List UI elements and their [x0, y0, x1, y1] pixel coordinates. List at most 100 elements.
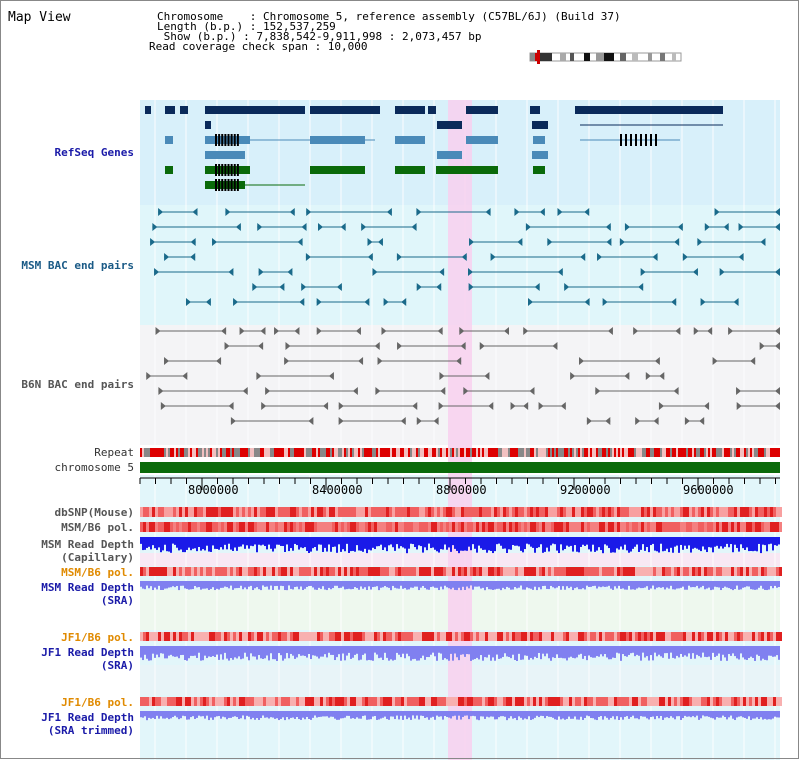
msm-capillary-depth-bar — [240, 537, 242, 547]
polymorphism-cell — [404, 522, 407, 532]
b6n-bac-pair-end — [463, 387, 469, 395]
msm-capillary-depth-bar — [392, 537, 394, 548]
polymorphism-cell — [170, 507, 173, 517]
jf1-trim-depth-bar — [616, 711, 618, 717]
polymorphism-cell — [653, 567, 656, 576]
jf1-trim-depth-bar — [428, 711, 430, 720]
polymorphism-cell — [287, 522, 290, 532]
gene-exon — [437, 151, 462, 159]
msm-sra-depth-bar — [578, 581, 580, 590]
polymorphism-cell — [683, 522, 686, 532]
msm-capillary-depth-bar — [464, 537, 466, 551]
polymorphism-cell — [560, 632, 563, 641]
gene-exon — [533, 136, 545, 144]
polymorphism-cell — [584, 522, 587, 532]
polymorphism-cell — [323, 632, 326, 641]
polymorphism-cell — [350, 632, 353, 641]
polymorphism-cell — [203, 697, 206, 706]
msm-bac-pair-end — [557, 208, 563, 216]
repeat-mark — [200, 448, 202, 457]
msm-bac-pair-end — [606, 238, 612, 246]
msm-bac-pair-end — [258, 268, 264, 276]
msm-sra-depth-bar — [256, 581, 258, 588]
msm-capillary-depth-bar — [170, 537, 172, 553]
repeat-mark — [286, 448, 288, 457]
polymorphism-cell — [284, 507, 287, 517]
jf1-trim-depth-bar — [638, 711, 640, 720]
polymorphism-cell — [581, 507, 584, 517]
polymorphism-cell — [719, 567, 722, 576]
polymorphism-cell — [143, 697, 146, 706]
b6n-bac-pair-end — [228, 402, 234, 410]
jf1-trim-depth-bar — [438, 711, 440, 717]
polymorphism-cell — [245, 567, 248, 576]
polymorphism-cell — [689, 522, 692, 532]
polymorphism-cell — [632, 697, 635, 706]
polymorphism-cell — [341, 522, 344, 532]
polymorphism-cell — [548, 507, 551, 517]
polymorphism-cell — [761, 507, 764, 517]
jf1-sra-depth-bar — [454, 646, 456, 654]
jf1-trim-depth-bar — [334, 711, 336, 719]
msm-capillary-depth-bar — [730, 537, 732, 545]
msm-capillary-depth-bar — [206, 537, 208, 546]
msm-capillary-depth-bar — [162, 537, 164, 551]
msm-capillary-depth-bar — [558, 537, 560, 554]
jf1-sra-depth-bar — [554, 646, 556, 658]
jf1-sra-depth-bar — [160, 646, 162, 654]
msm-capillary-depth-bar — [314, 537, 316, 548]
repeat-mark — [702, 448, 704, 457]
repeat-mark — [552, 448, 554, 457]
msm-capillary-depth-bar — [612, 537, 614, 553]
jf1-trim-depth-bar — [174, 711, 176, 716]
msm-capillary-depth-bar — [574, 537, 576, 546]
msm-capillary-depth-bar — [250, 537, 252, 546]
gene-exon-tick — [215, 164, 217, 176]
polymorphism-cell — [371, 697, 374, 706]
jf1-trim-depth-bar — [544, 711, 546, 719]
jf1-trim-depth-bar — [296, 711, 298, 717]
b6n-bac-pair-end — [456, 357, 462, 365]
repeat-mark — [666, 448, 668, 457]
jf1-trim-depth-bar — [260, 711, 262, 719]
msm-sra-depth-bar — [476, 581, 478, 587]
msm-capillary-depth-bar — [266, 537, 268, 550]
polymorphism-cell — [257, 522, 260, 532]
jf1-sra-depth-bar — [752, 646, 754, 658]
jf1-trim-depth-bar — [704, 711, 706, 717]
polymorphism-cell — [437, 632, 440, 641]
msm-capillary-depth-bar — [402, 537, 404, 548]
msm-sra-depth-bar — [318, 581, 320, 588]
polymorphism-cell — [257, 697, 260, 706]
jf1-trim-depth-bar — [536, 711, 538, 716]
polymorphism-cell — [761, 697, 764, 706]
polymorphism-cell — [488, 632, 491, 641]
msm-sra-depth-bar — [596, 581, 598, 589]
polymorphism-cell — [572, 567, 575, 576]
b6n-bac-pair-end — [182, 372, 188, 380]
polymorphism-cell — [245, 507, 248, 517]
polymorphism-cell — [425, 697, 428, 706]
polymorphism-cell — [647, 697, 650, 706]
polymorphism-cell — [425, 632, 428, 641]
msm-sra-depth-bar — [420, 581, 422, 588]
polymorphism-cell — [407, 632, 410, 641]
b6n-bac-pair-end — [256, 372, 262, 380]
polymorphism-cell — [221, 567, 224, 576]
msm-sra-depth-bar — [164, 581, 166, 589]
polymorphism-cell — [737, 507, 740, 517]
jf1-sra-depth-bar — [722, 646, 724, 655]
jf1-sra-depth-bar — [698, 646, 700, 657]
repeat-mark — [224, 448, 226, 457]
repeat-mark — [548, 448, 550, 457]
polymorphism-cell — [173, 507, 176, 517]
polymorphism-cell — [239, 522, 242, 532]
polymorphism-cell — [248, 632, 251, 641]
repeat-mark — [400, 448, 402, 457]
jf1-sra-depth-bar — [182, 646, 184, 655]
polymorphism-cell — [194, 632, 197, 641]
msm-sra-depth-bar — [222, 581, 224, 588]
repeat-mark — [586, 448, 588, 457]
msm-sra-depth-bar — [408, 581, 410, 590]
